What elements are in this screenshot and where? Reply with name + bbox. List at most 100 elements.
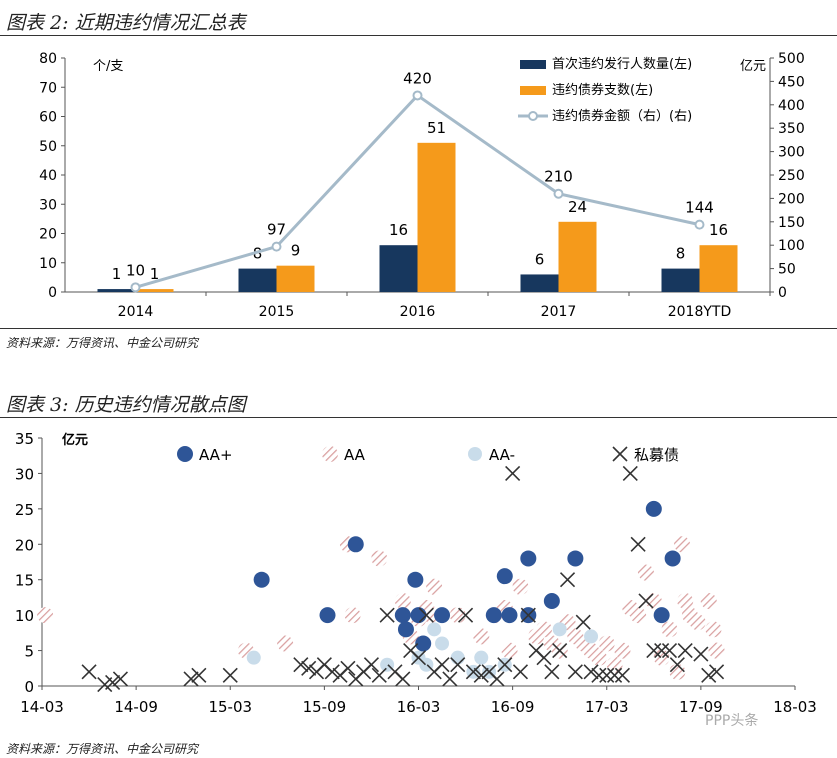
bar-data-label: 16 xyxy=(709,221,728,239)
y-tick-label-right: 500 xyxy=(778,51,805,67)
x-mark-stroke xyxy=(301,660,317,676)
scatter-point xyxy=(512,664,529,680)
watermark: PPP头条 xyxy=(705,713,759,729)
scatter-point xyxy=(434,657,450,673)
x-tick-label: 17-09 xyxy=(679,698,723,716)
bar xyxy=(379,245,418,292)
x-tick-label: 16-09 xyxy=(491,698,535,716)
bar xyxy=(661,268,700,292)
scatter-point xyxy=(567,664,583,680)
bar-data-label: 16 xyxy=(389,221,408,239)
scatter-point xyxy=(646,643,662,659)
x-mark-stroke xyxy=(410,650,427,666)
scatter-point xyxy=(552,622,567,637)
scatter-point xyxy=(37,607,54,624)
legend-label: 违约债券金额（右）(右) xyxy=(552,108,692,124)
x-mark-stroke xyxy=(183,671,199,687)
y-tick-label-left: 70 xyxy=(39,80,57,96)
figure3-title: 图表 3: 历史违约情况散点图 xyxy=(6,394,246,416)
x-mark-stroke xyxy=(661,643,678,659)
scatter-point xyxy=(410,650,427,666)
y-tick-label-right: 450 xyxy=(778,74,805,90)
scatter-point xyxy=(536,650,552,666)
x-mark-stroke xyxy=(497,657,513,673)
y-tick-label: 25 xyxy=(15,501,34,519)
legend-label: 私募债 xyxy=(634,446,679,464)
y-tick-label: 30 xyxy=(15,465,34,483)
bar xyxy=(699,245,738,292)
scatter-point xyxy=(689,614,706,631)
y-tick-label: 0 xyxy=(24,678,34,696)
legend-swatch-marker xyxy=(528,111,538,121)
legend-swatch xyxy=(520,86,546,95)
scatter-point xyxy=(489,671,505,687)
x-mark-stroke xyxy=(418,607,434,623)
scatter-point xyxy=(677,643,693,659)
scatter-point xyxy=(661,621,678,638)
scatter-point xyxy=(645,500,662,517)
scatter-point xyxy=(520,607,536,623)
x-mark-stroke xyxy=(646,643,662,659)
x-mark-stroke xyxy=(363,657,380,673)
x-mark-stroke xyxy=(708,664,725,680)
scatter-point xyxy=(520,550,537,567)
y-axis-label-right: 亿元 xyxy=(740,59,766,74)
x-mark-stroke xyxy=(324,664,340,680)
y-tick-label: 5 xyxy=(24,643,34,661)
bar xyxy=(417,142,456,292)
x-mark-stroke xyxy=(630,536,646,552)
scatter-point xyxy=(638,593,654,609)
scatter-point xyxy=(598,635,615,652)
scatter-point xyxy=(407,571,424,588)
scatter-point xyxy=(191,667,207,683)
scatter-point xyxy=(630,536,646,552)
scatter-point xyxy=(473,628,490,645)
figure3-source: 资料来源：万得资讯、中金公司研究 xyxy=(6,742,199,756)
x-mark-stroke xyxy=(622,465,638,481)
scatter-point xyxy=(708,642,725,659)
x-mark-stroke xyxy=(293,657,309,673)
x-mark-stroke xyxy=(638,593,654,609)
legend-marker xyxy=(177,446,193,462)
x-mark-stroke xyxy=(489,671,505,687)
x-mark-stroke xyxy=(191,667,207,683)
x-mark-stroke xyxy=(465,664,481,680)
default-events-chart: 0 10 20 30 40 50 60 70 80 0 50 100 150 200 250 300 350 40… xyxy=(39,51,805,320)
scatter-point xyxy=(410,607,427,624)
scatter-point xyxy=(701,667,717,683)
scatter-point xyxy=(379,607,395,623)
x-mark-stroke xyxy=(371,667,387,683)
scatter-point xyxy=(512,578,529,595)
x-mark-stroke xyxy=(591,667,607,683)
x-tick-label: 2017 xyxy=(541,304,577,320)
x-mark-stroke xyxy=(112,671,129,687)
scatter-point xyxy=(397,621,414,638)
bar-data-label: 51 xyxy=(427,119,446,137)
bar-data-label: 6 xyxy=(535,250,545,268)
scatter-point xyxy=(584,629,599,644)
x-mark-stroke xyxy=(316,657,332,673)
scatter-point xyxy=(319,607,336,624)
y-tick-label-left: 80 xyxy=(39,51,57,67)
x-tick-label: 14-09 xyxy=(114,698,158,716)
scatter-point xyxy=(457,607,474,623)
scatter-point xyxy=(536,621,552,638)
scatter-point xyxy=(700,592,717,609)
y-axis-label-left: 个/支 xyxy=(93,59,123,74)
bar-data-label: 1 xyxy=(112,265,122,283)
bar xyxy=(97,289,136,292)
scatter-point xyxy=(552,643,568,659)
scatter-point xyxy=(301,660,317,676)
legend-label: 首次违约发行人数量(左) xyxy=(552,56,692,72)
y-tick-label-left: 0 xyxy=(48,285,57,301)
default-scatter-chart: 0 5 10 15 20 25 30 35 亿元 14-03 14-09 15-03 15-09 16-0… xyxy=(15,430,817,716)
scatter-point xyxy=(622,465,638,481)
x-mark-stroke xyxy=(222,667,238,683)
x-mark-stroke xyxy=(552,643,568,659)
scatter-point xyxy=(371,667,387,683)
x-tick-label: 14-03 xyxy=(20,698,64,716)
scatter-point xyxy=(277,635,294,652)
scatter-point xyxy=(81,664,97,680)
y-tick-label-left: 40 xyxy=(39,168,57,184)
scatter-point xyxy=(669,663,686,680)
